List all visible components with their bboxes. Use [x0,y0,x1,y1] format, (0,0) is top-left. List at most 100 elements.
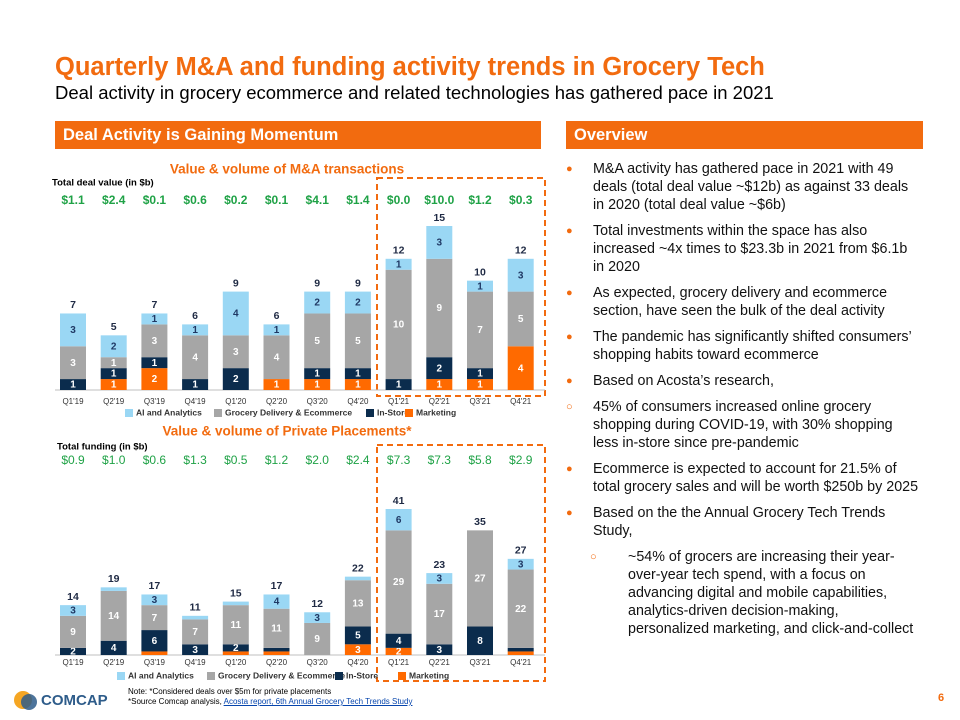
bar-segment [222,335,249,369]
bar-segment [141,630,168,652]
bar-segment [141,594,168,606]
segment-label: 2 [233,643,239,654]
segment-label: 4 [111,643,117,654]
highlight-box [376,177,546,397]
bar-segment [344,379,371,390]
highlight-box [376,444,546,682]
bar-segment [182,379,209,390]
bullet: ● Based on the the Annual Grocery Tech Tr… [566,504,922,540]
total-label: 6 [274,310,280,322]
bullet-text: Total investments within the space has a… [593,223,908,275]
bar-segment [263,647,290,652]
segment-label: 3 [70,325,76,336]
legend-swatch [207,672,215,680]
source-link[interactable]: Acosta report, 6th Annual Grocery Tech T… [223,697,413,706]
segment-label: 3 [355,645,361,656]
top-row-value: $0.5 [224,453,248,467]
segment-label: 2 [314,298,320,309]
top-row-value: $1.3 [183,453,207,467]
segment-label: 4 [192,352,198,363]
bar-segment [385,258,412,270]
segment-label: 1 [477,380,483,391]
x-tick-label: Q3'21 [469,658,491,667]
bar-segment [385,509,412,531]
bar-segment [182,324,209,336]
segment-label: 2 [396,647,402,658]
bar-segment [100,640,127,655]
legend-swatch [125,409,133,417]
segment-label: 3 [437,645,443,656]
bar-segment [344,291,371,314]
source: *Source Comcap analysis, Acosta report, … [128,697,412,707]
bar-segment [507,558,534,570]
bar-segment [263,608,290,648]
segment-label: 9 [437,303,443,314]
bar-segment [467,379,493,390]
segment-label: 1 [152,314,158,325]
bar-segment [507,647,534,652]
bar-segment [426,226,453,259]
x-tick-label: Q3'19 [144,397,166,406]
bar-segment [344,368,371,380]
bullet: ● Based on Acosta’s research, [566,372,922,390]
bar-segment [100,587,127,591]
bar-segment [426,644,453,655]
segment-label: 7 [152,613,158,624]
segment-label: 7 [192,627,198,638]
bar-segment [304,612,331,623]
segment-label: 1 [274,380,280,391]
segment-label: 1 [70,380,76,391]
total-label: 27 [515,545,527,557]
total-label: 10 [474,266,486,278]
total-label: 9 [355,277,361,289]
segment-label: 7 [477,325,483,336]
bar-segment [100,357,127,369]
segment-label: 1 [355,380,361,391]
total-label: 17 [149,580,161,592]
source-text: *Source Comcap analysis, [128,697,222,706]
bullet-text: As expected, grocery delivery and ecomme… [593,285,888,319]
bullet-text: Based on Acosta’s research, [593,373,774,389]
segment-label: 3 [518,270,524,281]
x-tick-label: Q2'20 [266,397,288,406]
bullet: ● The pandemic has significantly shifted … [566,328,922,364]
total-label: 12 [515,245,527,257]
total-label: 9 [233,277,239,289]
segment-label: 3 [437,574,443,585]
x-tick-label: Q2'20 [266,658,288,667]
x-tick-label: Q1'21 [388,658,410,667]
bar-segment [100,335,127,358]
bar-segment [385,647,412,655]
total-label: 41 [393,495,405,507]
bar-segment [344,626,371,645]
segment-label: 3 [70,606,76,617]
chart-title: Value & volume of Private Placements* [162,424,412,439]
top-row-value: $2.0 [306,453,330,467]
section-header: Overview [566,121,923,149]
bullet-marker: ● [566,163,573,175]
bar-segment [467,291,493,369]
segment-label: 3 [518,559,524,570]
legend-label: In-Store [346,670,378,680]
bullet: ● As expected, grocery delivery and ecomm… [566,284,922,320]
x-tick-label: Q1'19 [62,658,84,667]
bar-segment [60,379,86,390]
bar-segment [141,651,168,655]
bullet-marker: ● [566,331,573,343]
bar-segment [385,379,412,390]
bullet-text: ~54% of grocers are increasing their yea… [628,549,914,637]
segment-label: 2 [111,341,117,352]
segment-label: 1 [111,358,117,369]
segment-label: 5 [355,336,361,347]
legend-label: Marketing [409,670,449,680]
top-row-value: $10.0 [424,193,454,207]
bar-segment [385,269,412,380]
segment-label: 1 [477,369,483,380]
bullet-marker: ● [566,287,573,299]
segment-label: 1 [314,369,320,380]
top-row-value: $0.1 [265,193,289,207]
slide-subtitle: Deal activity in grocery ecommerce and r… [55,82,774,103]
bar-segment [507,291,534,347]
legend-label: Grocery Delivery & Ecommerce [218,670,345,680]
total-label: 14 [67,591,79,603]
